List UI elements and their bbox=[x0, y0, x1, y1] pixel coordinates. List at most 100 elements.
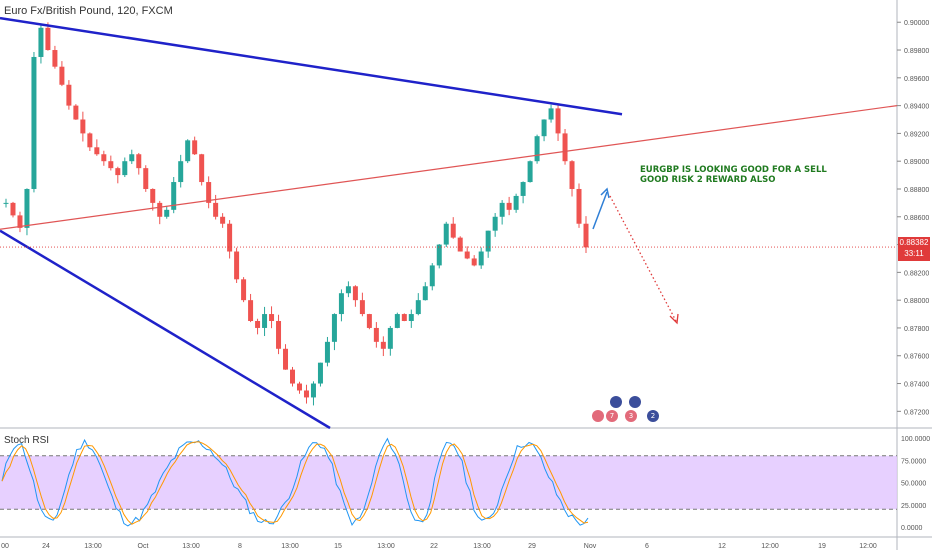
candle-body bbox=[283, 348, 289, 370]
stoch-k-line bbox=[1, 437, 589, 527]
time-axis-label: 29 bbox=[528, 543, 536, 550]
candle-body bbox=[171, 182, 177, 210]
candle-body bbox=[345, 286, 351, 294]
price-axis-label: 0.88600 bbox=[904, 215, 929, 222]
candle-body bbox=[38, 27, 44, 57]
time-axis-label: 13:00 bbox=[281, 543, 299, 550]
candle-body bbox=[415, 300, 421, 315]
bar-countdown: 33:11 bbox=[904, 249, 924, 258]
event-icon[interactable] bbox=[610, 396, 622, 408]
candle-body bbox=[310, 383, 316, 398]
candle-body bbox=[471, 258, 477, 266]
candle-body bbox=[3, 202, 9, 204]
candle-body bbox=[31, 56, 37, 189]
projected-arrowhead bbox=[669, 313, 679, 325]
time-axis-label: 6 bbox=[645, 543, 649, 550]
candle-body bbox=[492, 216, 498, 231]
price-axis-label: 0.90000 bbox=[904, 20, 929, 27]
time-axis-label: Oct bbox=[138, 543, 149, 550]
current-price: 0.88382 bbox=[899, 238, 929, 247]
time-axis-label: 13:00 bbox=[84, 543, 102, 550]
candle-body bbox=[366, 314, 372, 328]
candle-body bbox=[129, 154, 135, 162]
time-axis-label: 00 bbox=[1, 543, 9, 550]
price-axis-label: 0.87400 bbox=[904, 382, 929, 389]
candle-body bbox=[213, 202, 219, 217]
news-badge[interactable]: 2 bbox=[647, 410, 659, 422]
candle-body bbox=[331, 314, 337, 342]
candle-body bbox=[87, 133, 93, 148]
candle-body bbox=[373, 327, 379, 342]
candle-body bbox=[429, 265, 435, 287]
candle-body bbox=[101, 154, 107, 162]
chart-title: Euro Fx/British Pound, 120, FXCM bbox=[4, 5, 173, 17]
candle-body bbox=[303, 390, 309, 398]
candle-body bbox=[276, 321, 282, 349]
candle-body bbox=[527, 161, 533, 183]
indicator-axis-label: 75.0000 bbox=[901, 458, 926, 465]
candle-body bbox=[290, 369, 296, 384]
candle-body bbox=[248, 300, 254, 321]
candle-body bbox=[164, 209, 170, 217]
candle-body bbox=[583, 223, 589, 248]
time-axis-label: 8 bbox=[238, 543, 242, 550]
candle-body bbox=[506, 202, 512, 210]
candles bbox=[3, 22, 589, 406]
dividend-icon[interactable] bbox=[592, 410, 604, 422]
candle-body bbox=[457, 237, 463, 252]
candle-body bbox=[178, 161, 184, 183]
price-axis-label: 0.89400 bbox=[904, 104, 929, 111]
earnings-badge[interactable]: 7 bbox=[606, 410, 618, 422]
candle-body bbox=[541, 119, 547, 137]
calendar-badge[interactable]: 3 bbox=[625, 410, 637, 422]
analysis-line-2: GOOD RISK 2 REWARD ALSO bbox=[640, 175, 776, 185]
candle-body bbox=[66, 84, 72, 106]
candle-body bbox=[555, 108, 561, 134]
candle-body bbox=[478, 251, 484, 266]
time-axis-label: 12:00 bbox=[761, 543, 779, 550]
candle-body bbox=[220, 216, 226, 224]
candle-body bbox=[262, 314, 268, 328]
candle-body bbox=[422, 286, 428, 301]
candle-body bbox=[499, 202, 505, 217]
rising-trendline bbox=[0, 105, 898, 230]
candle-body bbox=[485, 230, 491, 252]
candle-body bbox=[227, 223, 233, 252]
candle-body bbox=[206, 182, 212, 203]
candle-body bbox=[255, 321, 261, 328]
candle-body bbox=[115, 168, 121, 176]
candle-body bbox=[464, 251, 470, 259]
candle-body bbox=[192, 140, 198, 155]
candle-body bbox=[513, 195, 519, 210]
time-axis-label: 24 bbox=[42, 543, 50, 550]
candle-body bbox=[443, 223, 449, 245]
time-axis-label: Nov bbox=[584, 543, 597, 550]
price-axis-label: 0.87800 bbox=[904, 326, 929, 333]
candle-body bbox=[534, 136, 540, 162]
candle-body bbox=[317, 362, 323, 384]
stoch-d-line bbox=[1, 441, 589, 525]
candle-body bbox=[80, 119, 86, 134]
price-axis-label: 0.89200 bbox=[904, 131, 929, 138]
candle-body bbox=[199, 154, 205, 183]
candle-body bbox=[324, 341, 330, 363]
current-price-tag: 0.88382 33:11 bbox=[898, 237, 930, 261]
candle-body bbox=[408, 314, 414, 321]
candle-body bbox=[136, 154, 142, 169]
candle-body bbox=[24, 188, 30, 228]
time-axis-label: 22 bbox=[430, 543, 438, 550]
projected-path bbox=[609, 195, 677, 322]
candle-body bbox=[352, 286, 358, 301]
time-axis-label: 19 bbox=[818, 543, 826, 550]
candle-body bbox=[234, 251, 240, 280]
candle-body bbox=[450, 223, 456, 238]
candle-body bbox=[157, 202, 163, 217]
price-axis-label: 0.89600 bbox=[904, 76, 929, 83]
lower-trendline bbox=[0, 229, 331, 430]
candle-body bbox=[150, 188, 156, 203]
descending-trendline bbox=[0, 16, 623, 116]
price-axis-label: 0.88200 bbox=[904, 270, 929, 277]
event-icon[interactable] bbox=[629, 396, 641, 408]
